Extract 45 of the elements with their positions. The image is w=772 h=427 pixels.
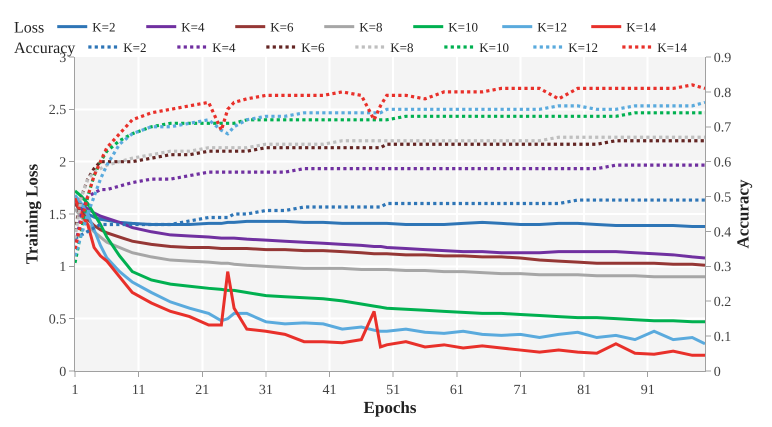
x-tick-label: 21: [195, 382, 210, 398]
legend-label: K=8: [390, 40, 414, 56]
x-tick-label: 31: [258, 382, 273, 398]
legend-label: K=6: [270, 20, 294, 35]
y2-tick-label: 0.9: [714, 50, 732, 66]
x-axis-title: Epochs: [364, 398, 417, 418]
y2-tick-label: 0.2: [714, 295, 732, 310]
y2-tick-label: 0.6: [714, 156, 732, 171]
y2-tick-label: 0.5: [714, 190, 732, 206]
y2-axis-title: Accuracy: [734, 179, 753, 248]
legend-label: K=12: [537, 20, 567, 35]
x-tick-label: 1: [72, 382, 78, 398]
legend-label: K=10: [479, 40, 510, 56]
x-tick-label: 71: [513, 382, 528, 398]
x-tick-label: 41: [322, 382, 337, 398]
text: Loss: [14, 19, 44, 36]
y-tick-label: 2.5: [48, 103, 66, 118]
y-axis-title: Training Loss: [22, 163, 42, 264]
y-tick-label: 0: [59, 364, 66, 380]
legend-label: K=8: [359, 20, 382, 35]
legend-label: K=10: [448, 20, 478, 35]
line-series: [75, 198, 705, 240]
x-tick-label: 61: [450, 382, 464, 398]
x-tick-label: 51: [386, 382, 400, 398]
y2-tick-label: 0.7: [714, 120, 732, 136]
legend-label: K=4: [212, 40, 236, 56]
x-tick-label: 91: [640, 382, 655, 398]
legend-label: K=4: [181, 20, 205, 35]
legend-label: K=14: [626, 20, 656, 35]
y2-tick-label: 0.4: [714, 225, 732, 240]
legend-label: K=14: [657, 40, 688, 56]
legend-label: K=12: [568, 40, 598, 56]
y2-tick-label: 0.8: [714, 86, 732, 101]
y-tick-label: 0.5: [48, 312, 66, 328]
legend-label: K=6: [301, 40, 326, 56]
y-tick-label: 1: [59, 260, 66, 276]
legend-label: K=2: [123, 40, 147, 56]
legend-label: K=2: [92, 20, 116, 35]
x-tick-label: 11: [132, 382, 146, 398]
y2-tick-label: 0.1: [714, 330, 732, 346]
y2-tick-label: 0: [714, 364, 721, 380]
x-tick-label: 81: [577, 382, 592, 398]
y-tick-label: 2: [59, 156, 66, 171]
y2-tick-label: 0.3: [714, 260, 732, 276]
y-tick-label: 1.5: [48, 208, 66, 223]
